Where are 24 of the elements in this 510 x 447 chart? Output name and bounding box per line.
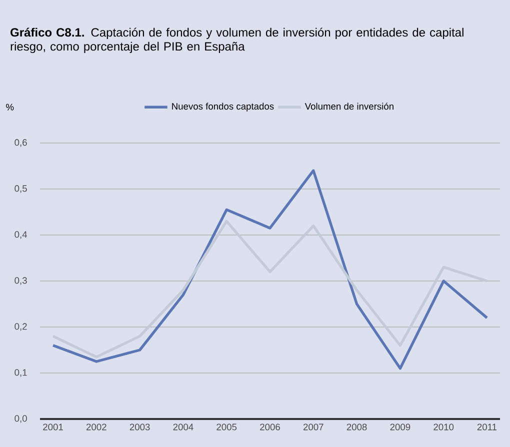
x-tick-label: 2003 [130, 424, 150, 430]
y-axis-title: % [6, 104, 14, 110]
line-series [52, 169, 488, 370]
x-tick-label: 2008 [346, 424, 367, 430]
y-tick-label: 0,1 [14, 369, 27, 377]
x-tick-label: 2009 [390, 424, 410, 430]
legend-label: Volumen de inversión [304, 102, 394, 110]
x-tick-label: 2005 [216, 424, 237, 430]
x-tick-label: 2006 [260, 424, 280, 430]
y-tick-label: 0,2 [14, 323, 27, 331]
y-tick-label: 0,6 [14, 139, 27, 147]
x-tick-label: 2010 [434, 424, 454, 430]
y-tick-label: 0,0 [14, 415, 27, 423]
line-series [52, 220, 488, 358]
x-tick-label: 2011 [477, 424, 497, 430]
y-tick-label: 0,5 [14, 185, 27, 193]
x-tick-label: 2004 [173, 424, 194, 430]
y-tick-label: 0,3 [14, 277, 27, 285]
x-tick-label: 2002 [86, 424, 106, 430]
chart-title: Gráfico C8.1. Captación de fondos y volumen de inversión por entidades de capital riesgo, como porcentaje del PIB en España [10, 28, 464, 54]
legend-label: Nuevos fondos captados [172, 102, 274, 112]
x-tick-label: 2007 [303, 424, 324, 430]
x-tick-label: 2001 [43, 424, 63, 430]
y-tick-label: 0,4 [14, 231, 28, 239]
